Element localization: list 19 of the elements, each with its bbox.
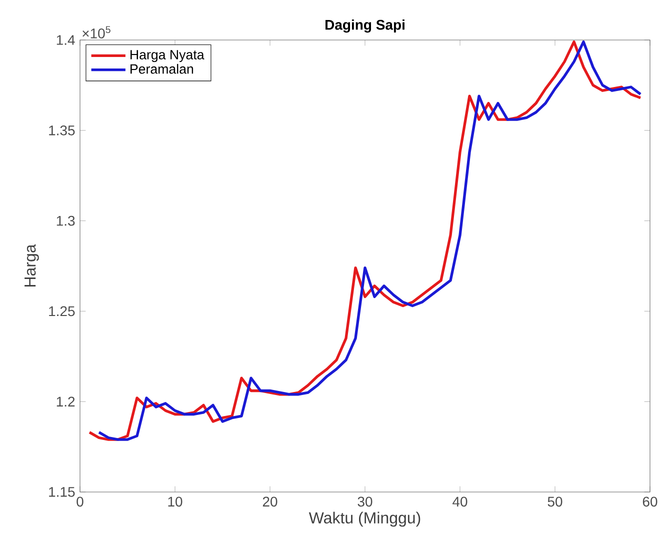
legend-label: Harga Nyata [130, 50, 204, 62]
text: ×10$^{5}$ [82, 26, 110, 38]
y-tick-label: 1.3 [56, 216, 75, 226]
y-tick-label: 1.35 [49, 125, 75, 136]
y-tick-label: 1.4 [56, 35, 75, 45]
x-tick-label: 0 [76, 496, 84, 507]
y-tick-label: 1.2 [56, 396, 75, 406]
legend-label: Peramalan [130, 64, 194, 74]
y-tick-label: 1.25 [49, 306, 75, 316]
x-tick-label: 30 [358, 496, 372, 507]
x-tick-label: 20 [262, 496, 278, 507]
x-tick-label: 10 [168, 496, 182, 507]
x-axis-title: Waktu (Minggu) [308, 512, 420, 527]
y-axis-title: Harga [24, 244, 39, 286]
x-tick-label: 50 [548, 496, 562, 507]
y-tick-label: 1.15 [49, 487, 75, 497]
chart-title: Daging Sapi [325, 20, 404, 33]
x-tick-label: 60 [642, 496, 658, 507]
x-tick-label: 40 [452, 496, 468, 507]
